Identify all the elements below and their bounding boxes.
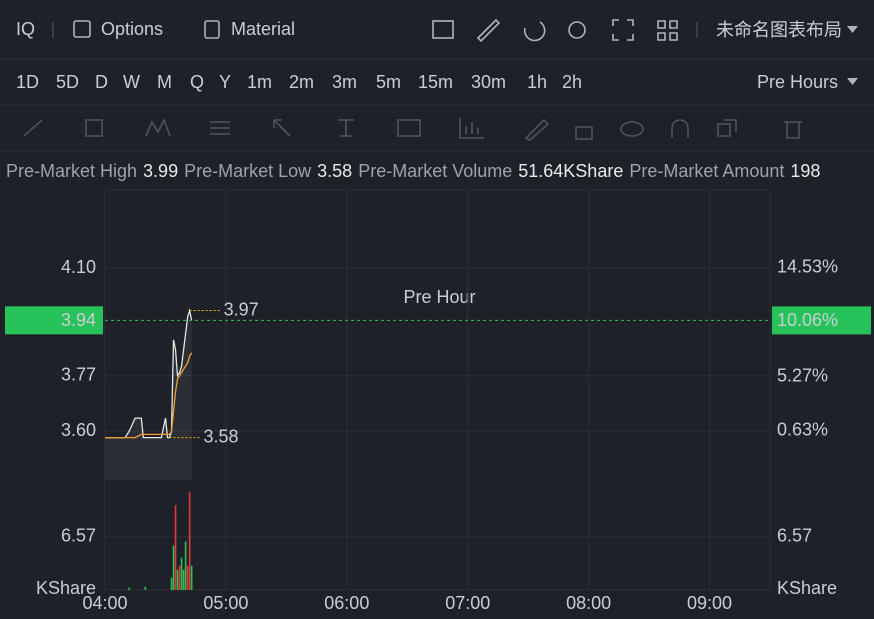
timeframe-button[interactable]: 1h [527,72,547,92]
stat-label: Pre-Market Volume [358,161,512,181]
last-change-box [772,306,871,335]
note-tool[interactable] [397,119,421,137]
timeframe-button[interactable]: Y [219,72,231,92]
brush-tool[interactable] [524,118,550,141]
session-select[interactable]: Pre Hours [757,72,838,92]
copy-tool[interactable] [717,119,737,137]
y2-tick-label: 14.53% [777,257,838,277]
volume-bar [172,545,175,590]
x-tick-label: 05:00 [203,593,248,613]
timeframe-button[interactable]: 5D [56,72,79,92]
extreme-label: 3.58 [203,426,238,446]
y-tick-label: 4.10 [61,257,96,277]
timeframe-button[interactable]: M [157,72,172,92]
y-tick-label: 3.77 [61,364,96,384]
chart-icon[interactable] [432,20,454,39]
watermark: Pre Hour [403,287,475,307]
toolbar-icons [432,18,678,43]
material-icon [204,20,220,39]
timeframe-button[interactable]: Q [190,72,204,92]
price-line [105,308,193,439]
volume-bar [190,565,193,590]
drawing-tools [23,118,802,141]
stats-bar: Pre-Market High 3.99 Pre-Market Low 3.58 Pre… [6,161,820,181]
timeframe-button[interactable]: 2m [289,72,314,92]
edit-icon[interactable] [476,18,501,43]
stat-label: Pre-Market Amount [629,161,784,181]
line-tool[interactable] [23,119,43,137]
text-tool[interactable] [338,119,354,137]
options-button[interactable]: Options [101,19,163,39]
stat-value: 3.58 [317,161,352,181]
volume-bar [186,565,189,590]
delete-tool[interactable] [784,121,802,139]
stat-value: 3.99 [143,161,178,181]
last-change-label: 10.06% [777,310,838,330]
volume-tick-label: 6.57 [61,526,96,546]
volume-bar [182,569,185,590]
hide-tool[interactable] [620,121,644,137]
chart: Pre Hour 04:00 05:00 06:00 07:00 08:00 09:00 4.… [5,189,871,613]
timeframe-button[interactable]: D [95,72,108,92]
timeframe-button[interactable]: 5m [376,72,401,92]
volume-bar [128,587,130,590]
volume-bar [188,491,191,590]
volume-unit: KShare [36,578,96,598]
dropdown-arrow [847,78,858,85]
volume-bar [178,565,181,590]
material-button[interactable]: Material [231,19,295,39]
x-tick-label: 04:00 [82,593,127,613]
x-tick-label: 06:00 [324,593,369,613]
layout-name[interactable]: 未命名图表布局 [716,20,842,40]
timeframe-button[interactable]: W [123,72,140,92]
last-price-label: 3.94 [61,310,96,330]
stat-label: Pre-Market Low [184,161,312,181]
timeframe-button[interactable]: 30m [471,72,506,92]
x-tick-label: 07:00 [445,593,490,613]
shape-tool[interactable] [85,119,103,137]
volume-bar [170,577,173,590]
layout-icon[interactable] [657,20,678,41]
timeframe-button[interactable]: 3m [332,72,357,92]
stat-value: 51.64KShare [518,161,623,181]
magnet-tool[interactable] [671,119,689,138]
average-line [105,352,193,439]
timeframe-button[interactable]: 1m [247,72,272,92]
fib-tool[interactable] [210,121,230,135]
x-tick-label: 09:00 [687,593,732,613]
measure-tool[interactable] [459,118,484,139]
y-tick-label: 3.60 [61,420,96,440]
options-icon [73,20,91,38]
timeframe-button[interactable]: 15m [418,72,453,92]
volume-tick-label: 6.57 [777,526,812,546]
pattern-tool[interactable] [145,118,171,137]
extreme-label: 3.97 [224,299,259,319]
timeframe-bar: 1D 5D D W M Q Y 1m 2m 3m 5m 15m 30m 1h 2h [16,72,582,92]
stat-value: 198 [790,161,820,181]
reset-icon[interactable] [523,21,546,42]
volume-bar [176,569,179,590]
arrow-tool[interactable] [273,119,291,137]
volume-bar [174,505,177,590]
timeframe-button[interactable]: 2h [562,72,582,92]
timeframe-button[interactable]: 1D [16,72,39,92]
stat-label: Pre-Market High [6,161,137,181]
y2-tick-label: 5.27% [777,365,828,385]
volume-bar [184,541,187,590]
x-tick-label: 08:00 [566,593,611,613]
volume-unit: KShare [777,578,837,598]
volume-bar [180,557,183,590]
volume-bar [144,586,147,590]
dropdown-arrow [847,26,858,33]
fullscreen-icon[interactable] [612,19,634,41]
lock-tool[interactable] [575,126,593,140]
y2-tick-label: 0.63% [777,420,828,440]
symbol[interactable]: IQ [16,19,35,39]
settings-icon[interactable] [568,21,586,39]
last-price-box [5,306,103,335]
